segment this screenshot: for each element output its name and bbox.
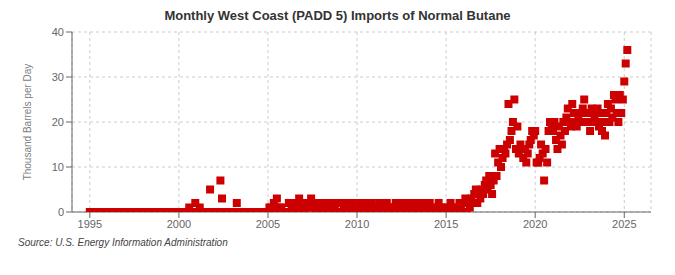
svg-text:1995: 1995 bbox=[78, 218, 102, 230]
svg-text:Thousand Barrels per Day: Thousand Barrels per Day bbox=[22, 64, 33, 181]
svg-text:2020: 2020 bbox=[523, 218, 547, 230]
svg-text:2010: 2010 bbox=[345, 218, 369, 230]
svg-text:10: 10 bbox=[52, 161, 64, 173]
svg-text:20: 20 bbox=[52, 116, 64, 128]
svg-text:0: 0 bbox=[58, 206, 64, 218]
html-text:Source: U.S. Energy Informatio: Source: U.S. Energy Information Administ… bbox=[18, 237, 228, 248]
html-text:Monthly West Coast (PADD 5) Im: Monthly West Coast (PADD 5) Imports of N… bbox=[164, 8, 511, 23]
svg-text:40: 40 bbox=[52, 26, 64, 38]
svg-text:2005: 2005 bbox=[256, 218, 280, 230]
svg-text:30: 30 bbox=[52, 71, 64, 83]
svg-text:2025: 2025 bbox=[612, 218, 636, 230]
svg-text:2015: 2015 bbox=[434, 218, 458, 230]
svg-text:2000: 2000 bbox=[167, 218, 191, 230]
